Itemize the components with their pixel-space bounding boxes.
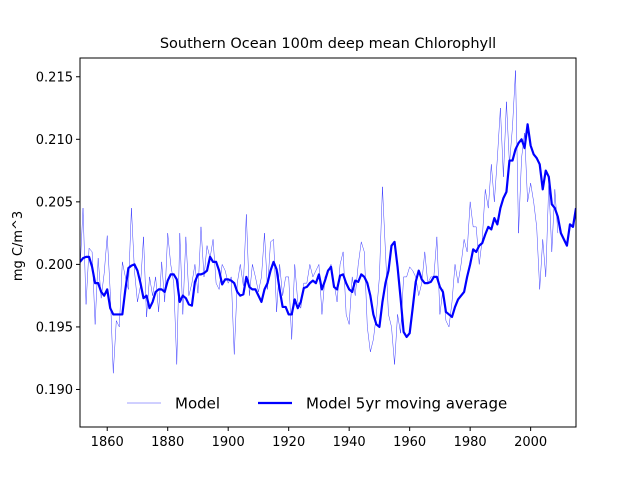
legend-label-2: Model 5yr moving average bbox=[306, 395, 507, 413]
y-tick-label: 0.215 bbox=[36, 70, 73, 85]
x-tick-label: 1860 bbox=[91, 435, 124, 450]
x-tick-label: 1880 bbox=[151, 435, 184, 450]
x-tick-label: 1900 bbox=[212, 435, 245, 450]
y-tick-label: 0.190 bbox=[36, 383, 73, 398]
x-tick-label: 1940 bbox=[333, 435, 366, 450]
series-line-1 bbox=[80, 70, 559, 374]
x-tick-label: 1920 bbox=[272, 435, 305, 450]
y-tick-label: 0.200 bbox=[36, 258, 73, 273]
x-tick-label: 1980 bbox=[454, 435, 487, 450]
plot-frame bbox=[79, 57, 577, 428]
x-tick-label: 2000 bbox=[514, 435, 547, 450]
y-tick-label: 0.205 bbox=[36, 195, 73, 210]
legend-label-1: Model bbox=[175, 395, 220, 413]
series-line-2 bbox=[80, 123, 576, 339]
chart-title: Southern Ocean 100m deep mean Chlorophyl… bbox=[160, 36, 496, 52]
legend: Model Model 5yr moving average bbox=[127, 395, 507, 413]
y-tick-label: 0.195 bbox=[36, 320, 73, 335]
x-tick-label: 1960 bbox=[393, 435, 426, 450]
y-axis-label: mg C/m^3 bbox=[11, 211, 26, 281]
y-tick-label: 0.210 bbox=[36, 133, 73, 148]
